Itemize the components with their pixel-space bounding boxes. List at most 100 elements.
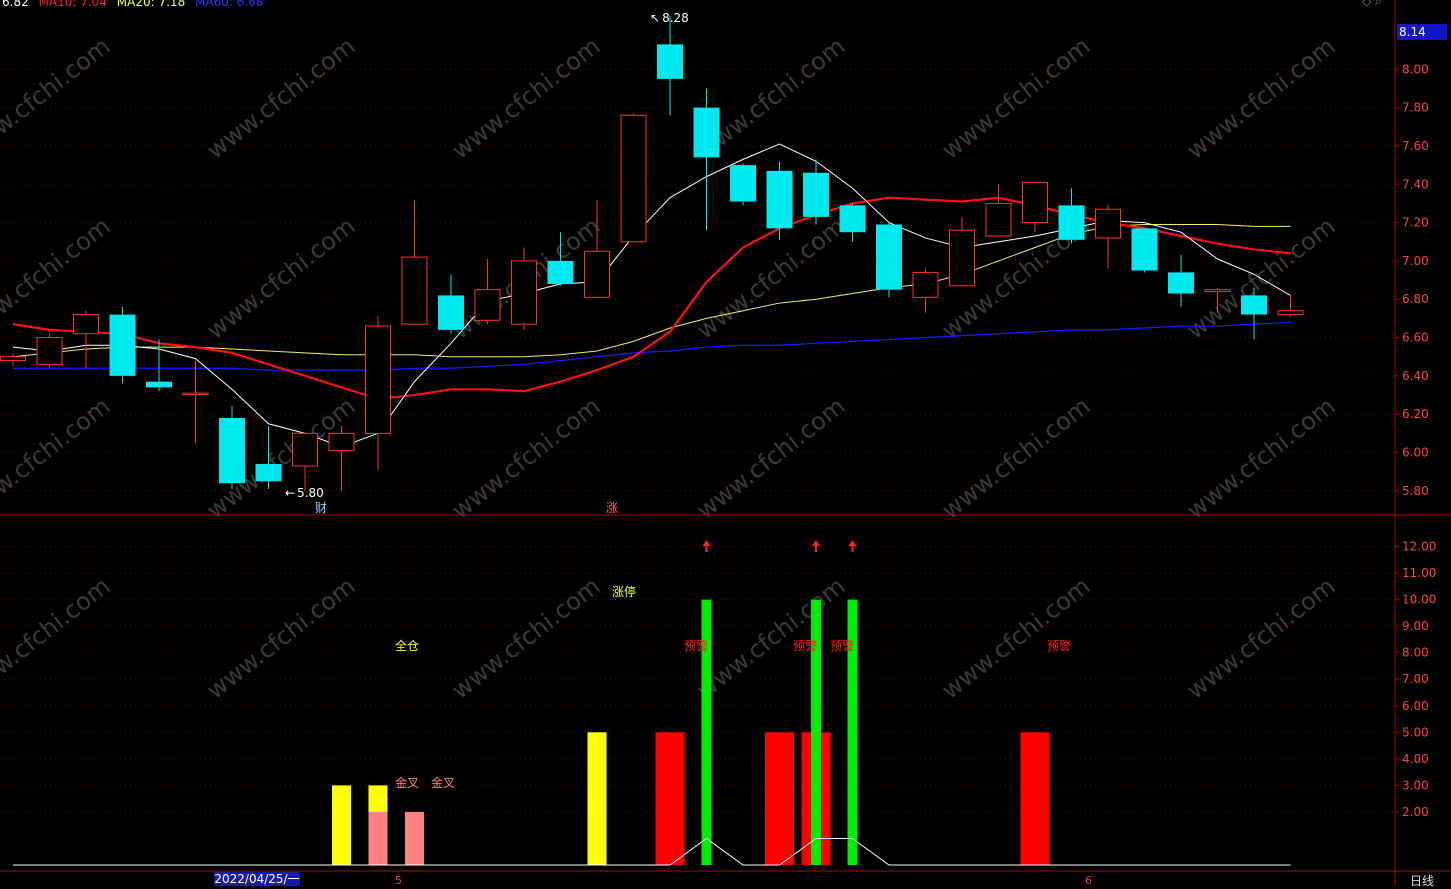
candle [1058, 188, 1085, 244]
candle-body [949, 229, 975, 287]
candle-body [1241, 295, 1267, 315]
red-bar [765, 732, 794, 865]
price-tick-label: 6.60 [1402, 331, 1429, 345]
green-bar [811, 599, 821, 865]
candle [438, 274, 464, 334]
indicator-tick-label: 6.00 [1402, 699, 1429, 713]
month-label-6: 6 [1085, 874, 1092, 886]
watermark-text: www.cfchi.com [936, 572, 1095, 705]
watermark-text: www.cfchi.com [0, 32, 115, 165]
candle-body [839, 205, 866, 233]
watermark-text: www.cfchi.com [0, 392, 115, 525]
candle-body [36, 337, 63, 365]
candle [584, 199, 610, 298]
candle-body [985, 202, 1012, 237]
candle-body [365, 325, 391, 434]
candle [0, 352, 26, 367]
watermark-text: www.cfchi.com [201, 32, 360, 165]
price-axis-ticks: 8.00 7.80 7.60 7.40 7.20 7.00 6.80 6.60 6.40 6.20… [1395, 62, 1429, 498]
pink-bar [405, 811, 424, 865]
candle-body [620, 114, 647, 243]
candle-body [547, 260, 574, 284]
period-selector[interactable]: 日线 [1410, 874, 1435, 888]
price-tick-label: 7.80 [1402, 101, 1429, 115]
indicator-axis-ticks: 12.00 11.00 10.00 9.00 8.00 7.00 6.00 5.00 4.00 3… [1395, 540, 1436, 819]
candle [1131, 228, 1158, 273]
candle-body [292, 432, 318, 467]
ma20-line [12, 224, 1291, 358]
candle-body [109, 314, 136, 376]
watermark-text: www.cfchi.com [201, 572, 360, 705]
nav-icons[interactable]: ◇ ⌕ [1362, 0, 1382, 8]
candle [912, 268, 939, 313]
candle [657, 15, 683, 116]
up-arrow-icon [848, 540, 857, 552]
candle-body [1058, 205, 1085, 240]
green-bar [701, 599, 712, 865]
candle [36, 333, 63, 369]
pink-bar [368, 811, 388, 865]
ma5-path [12, 143, 1291, 448]
label-yujing-1: 预警 [684, 638, 708, 653]
candle-body [1022, 181, 1048, 224]
header-ma10-value: MA10: 7.04 [38, 0, 107, 9]
grid-lines [0, 68, 1395, 813]
red-bar [655, 732, 685, 865]
candle-body [438, 295, 464, 330]
candlestick-series[interactable] [0, 15, 1304, 491]
candle [328, 425, 355, 491]
ma60-line [13, 321, 1291, 371]
price-tick-label: 6.00 [1402, 446, 1429, 460]
yellow-bar [332, 785, 351, 865]
indicator-tick-label: 8.00 [1402, 646, 1429, 660]
candle-body [876, 224, 902, 290]
indicator-line-path [13, 837, 1291, 866]
watermark-text: www.cfchi.com [936, 32, 1095, 165]
candle [182, 360, 209, 443]
current-price-tag: 8.14 [1397, 24, 1447, 40]
ma-header: 6.82 MA10: 7.04 MA20: 7.18 MA60: 6.68 [2, 0, 269, 9]
yellow-bar [587, 732, 607, 865]
price-tick-label: 7.00 [1402, 254, 1429, 268]
candle [73, 310, 99, 369]
red-bar [1020, 732, 1050, 865]
candle-body [474, 289, 501, 321]
candle [949, 216, 975, 287]
candle-body [255, 464, 282, 482]
candle [219, 406, 245, 489]
header-close-value: 6.82 [2, 0, 29, 9]
price-tick-label: 6.80 [1402, 292, 1429, 306]
label-zhangting: 涨停 [612, 584, 636, 599]
label-yujing-4: 预警 [1047, 638, 1071, 653]
candle-body [912, 271, 939, 298]
candle [730, 163, 756, 206]
candle-body [1168, 272, 1194, 294]
label-yujing-3: 预警 [830, 638, 854, 653]
watermark-text: www.cfchi.com [1181, 392, 1340, 525]
candle-body [1204, 289, 1231, 293]
watermark-text: www.cfchi.com [446, 32, 605, 165]
candle-body [511, 260, 537, 325]
indicator-tick-label: 7.00 [1402, 672, 1429, 686]
up-arrow-icon [702, 540, 711, 552]
price-tick-label: 6.40 [1402, 369, 1429, 383]
candle-body [73, 314, 99, 335]
candle-body [584, 250, 610, 298]
candle [511, 247, 537, 330]
candle-body [182, 392, 209, 396]
indicator-tick-label: 12.00 [1402, 540, 1436, 554]
up-arrow-icon [812, 540, 820, 552]
event-cai-marker[interactable]: 财 [315, 501, 327, 515]
indicator-tick-label: 2.00 [1402, 805, 1429, 819]
label-quancang: 全仓 [395, 638, 419, 653]
watermark-text: www.cfchi.com [0, 572, 115, 705]
event-zhang-marker[interactable]: 涨 [606, 500, 618, 515]
candle [109, 306, 136, 384]
candle [401, 199, 428, 325]
candle [1095, 205, 1121, 269]
candle [766, 161, 793, 240]
indicator-arrows [702, 540, 857, 552]
candle-body [328, 432, 355, 452]
candle [292, 432, 318, 491]
